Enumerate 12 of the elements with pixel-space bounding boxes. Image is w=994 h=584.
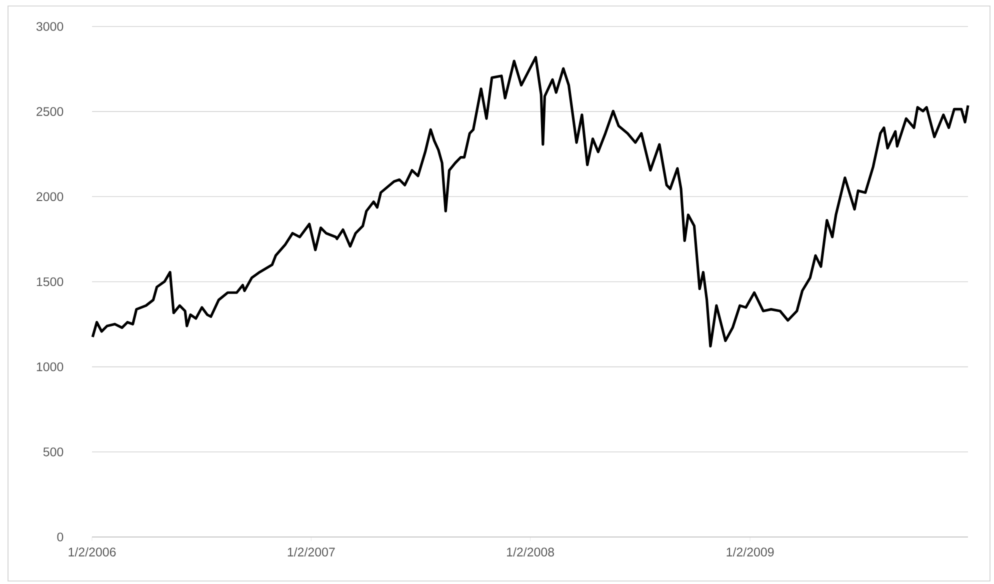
x-tick-label: 1/2/2009	[726, 547, 774, 556]
x-tick-label: 1/2/2008	[507, 547, 554, 556]
y-tick-label: 2000	[36, 192, 64, 202]
y-tick-label: 3000	[36, 22, 64, 31]
y-tick-label: 1000	[36, 362, 64, 372]
x-tick-label: 1/2/2007	[288, 547, 335, 556]
y-tick-label: 2500	[36, 107, 64, 116]
x-tick-label: 1/2/2006	[68, 547, 116, 556]
y-tick-label: 500	[43, 448, 64, 456]
line-series	[91, 56, 970, 348]
y-tick-label: 0	[57, 532, 64, 542]
y-tick-label: 1500	[36, 277, 64, 286]
